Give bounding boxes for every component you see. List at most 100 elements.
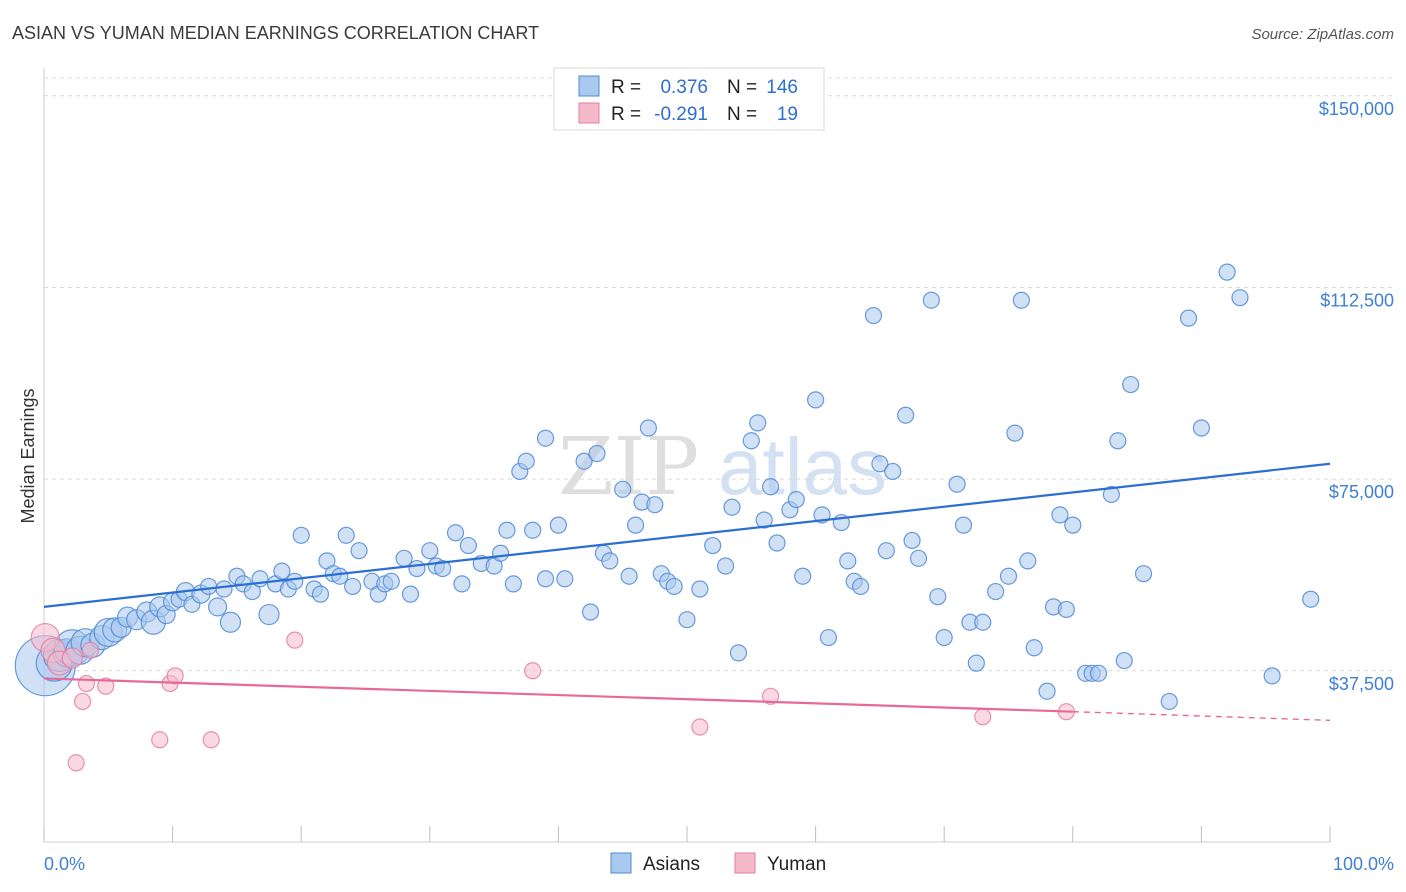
asian-data-point <box>877 542 895 560</box>
asian-data-point <box>215 580 233 598</box>
yuman-data-point <box>97 677 115 695</box>
asian-data-point <box>864 306 883 325</box>
asian-data-point <box>1109 432 1127 450</box>
asian-data-point <box>1192 419 1211 437</box>
legend-r-label-yuman: R = <box>611 104 641 125</box>
asian-data-point <box>626 516 645 534</box>
asian-data-point <box>200 577 218 596</box>
legend-swatch-asians <box>578 75 600 97</box>
asian-data-point <box>954 516 973 534</box>
asian-data-point <box>729 644 748 662</box>
asian-data-point <box>1231 289 1249 307</box>
asian-data-point <box>273 562 291 580</box>
legend-n-value-yuman: 19 <box>777 104 798 125</box>
asian-data-point <box>1218 263 1236 281</box>
asian-data-point <box>665 577 683 596</box>
asian-data-point <box>1115 651 1133 670</box>
asian-data-point <box>1006 424 1024 442</box>
asian-data-point <box>614 480 632 498</box>
asian-data-point <box>678 611 696 629</box>
asian-data-point <box>871 455 889 473</box>
yuman-data-point <box>67 754 85 772</box>
asian-data-point <box>337 526 355 544</box>
asian-data-point <box>1263 667 1281 685</box>
x-tick-label-min: 0.0% <box>44 854 85 874</box>
asian-data-point <box>1089 664 1108 682</box>
yuman-trend-line-extension <box>1072 710 1331 722</box>
yuman-data-point <box>151 731 169 749</box>
yuman-data-point <box>761 687 780 705</box>
legend-swatch-yuman <box>578 102 600 124</box>
asian-data-point <box>794 567 812 585</box>
asian-data-point <box>588 444 606 463</box>
asian-data-point <box>974 613 992 631</box>
legend-r-value-yuman: -0.291 <box>654 104 708 125</box>
asian-data-point <box>761 478 780 496</box>
asian-data-point <box>1064 516 1082 534</box>
asian-data-point <box>408 559 426 578</box>
asian-data-point <box>909 549 928 567</box>
legend-r-value-asians: 0.376 <box>660 77 708 98</box>
asian-data-point <box>646 496 664 514</box>
asian-data-point <box>716 557 735 575</box>
asian-data-point <box>498 521 516 539</box>
asian-data-point <box>1122 375 1140 394</box>
asian-data-point <box>434 559 452 578</box>
asian-data-point <box>1057 600 1075 619</box>
asian-data-point <box>1302 590 1320 608</box>
y-tick-label: $112,500 <box>1320 290 1394 310</box>
yuman-data-point <box>81 641 99 659</box>
series-legend-swatch-asians <box>610 852 632 874</box>
asian-data-point <box>819 628 838 647</box>
yuman-points <box>30 622 1075 772</box>
asian-data-point <box>639 419 658 437</box>
asian-data-point <box>1051 506 1069 524</box>
asian-data-point <box>219 611 242 633</box>
y-tick-label: $150,000 <box>1319 99 1394 119</box>
legend-r-label-asians: R = <box>611 77 641 98</box>
asian-data-point <box>929 588 947 606</box>
legend-n-label-yuman: N = <box>727 104 757 125</box>
asian-data-point <box>446 524 465 542</box>
asian-data-point <box>999 567 1018 585</box>
asian-data-point <box>704 536 722 555</box>
asian-data-point <box>691 580 709 598</box>
asian-data-point <box>1179 309 1198 327</box>
yuman-data-point <box>691 718 709 736</box>
asian-data-point <box>1025 639 1043 657</box>
legend-n-label-asians: N = <box>727 77 757 98</box>
asian-data-point <box>395 549 413 567</box>
asian-data-point <box>311 585 330 603</box>
asian-data-point <box>344 577 362 596</box>
asian-data-point <box>620 567 638 585</box>
asian-data-point <box>581 603 600 621</box>
y-axis-label: Median Earnings <box>18 388 38 523</box>
yuman-data-point <box>166 667 184 685</box>
asian-data-point <box>1102 485 1120 504</box>
series-legend-label-asians: Asians <box>643 854 700 875</box>
chart-title: ASIAN VS YUMAN MEDIAN EARNINGS CORRELATI… <box>12 23 539 43</box>
asian-data-point <box>208 597 228 617</box>
yuman-data-point <box>974 708 992 726</box>
asian-data-point <box>331 567 349 585</box>
asian-data-point <box>967 654 985 672</box>
yuman-data-point <box>73 692 92 711</box>
asian-data-point <box>884 462 902 481</box>
asian-data-point <box>806 391 825 409</box>
asian-data-point <box>556 570 574 588</box>
asian-data-point <box>286 572 304 590</box>
asian-data-point <box>258 603 280 626</box>
asian-data-point <box>382 572 400 590</box>
asian-data-point <box>601 552 619 570</box>
y-tick-label: $37,500 <box>1329 674 1394 694</box>
asian-data-point <box>755 511 773 529</box>
x-axis <box>43 68 1331 843</box>
asian-data-point <box>787 490 805 509</box>
asian-data-point <box>453 575 471 593</box>
x-tick-label-max: 100.0% <box>1333 854 1394 874</box>
yuman-data-point <box>286 631 304 649</box>
asian-data-point <box>987 582 1005 601</box>
asian-data-point <box>459 536 477 555</box>
asian-data-point <box>839 552 857 570</box>
asian-data-point <box>536 429 555 447</box>
